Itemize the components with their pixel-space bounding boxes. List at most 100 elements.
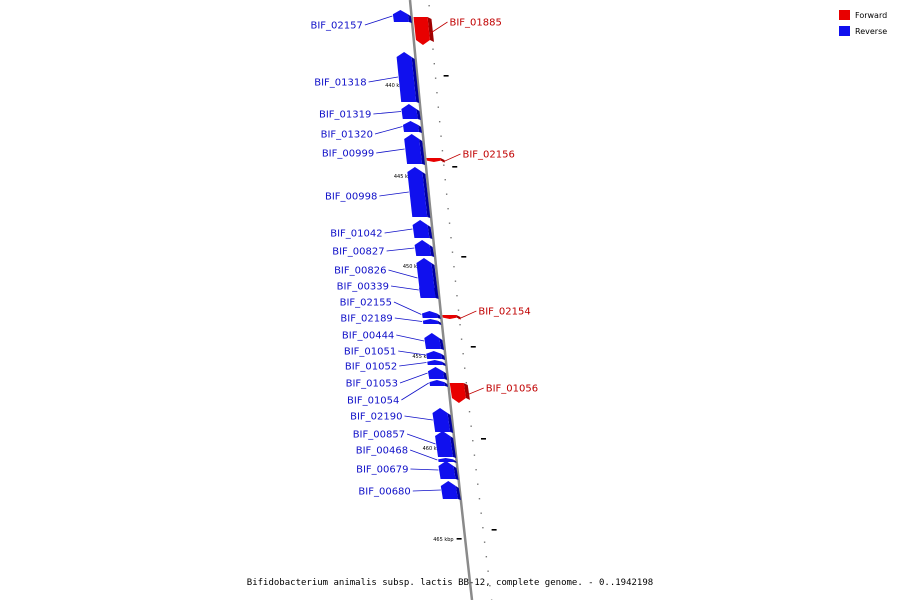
gene-label-text: BIF_00998 <box>325 192 377 203</box>
gene-shadow <box>453 466 459 480</box>
gene-shadow <box>455 486 461 500</box>
gene-label-text: BIF_00339 <box>337 282 389 293</box>
leader-line <box>394 317 423 322</box>
scale-tick <box>445 193 448 195</box>
gene-bif-02156[interactable] <box>426 158 445 163</box>
gene-label-bif-00998: BIF_00998 <box>325 192 409 203</box>
scale-tick <box>450 237 452 239</box>
scale-tick <box>480 512 482 514</box>
scale-tick <box>447 208 449 210</box>
scale-tick-major <box>470 346 476 348</box>
gene-labels: BIF_02157 BIF_01885 BIF_01318 BIF_01319 BIF_… <box>310 15 538 498</box>
scale-tick <box>440 135 442 137</box>
scale-tick <box>472 440 474 442</box>
gene-bif-01053[interactable] <box>427 367 448 380</box>
gene-bif-02190[interactable] <box>432 408 454 433</box>
gene-shadow <box>417 124 423 133</box>
gene-bif-00679[interactable] <box>438 461 459 480</box>
scale-tick <box>477 483 479 485</box>
gene-glyph <box>419 283 436 297</box>
gene-shadow <box>447 413 454 433</box>
gene-glyph <box>421 311 438 318</box>
gene-label-bif-00468: BIF_00468 <box>356 446 438 461</box>
gene-shadow <box>422 172 431 218</box>
gene-label-text: BIF_00857 <box>353 430 405 441</box>
gene-label-bif-01320: BIF_01320 <box>321 126 403 141</box>
gene-label-text: BIF_01053 <box>346 379 398 390</box>
gene-bif-01042[interactable] <box>412 220 433 239</box>
gene-bif-02154[interactable] <box>442 315 461 320</box>
gene-bif-00827[interactable] <box>414 240 435 257</box>
scale-tick-major <box>452 166 458 168</box>
gene-glyph <box>392 10 409 22</box>
gene-shadow <box>453 459 457 463</box>
scale-tick <box>487 570 489 572</box>
leader-line <box>404 415 433 421</box>
gene-label-text: BIF_00680 <box>358 487 410 498</box>
scale-tick <box>436 92 438 94</box>
gene-label-bif-00444: BIF_00444 <box>342 331 425 342</box>
scale-tick <box>441 150 444 152</box>
gene-bif-01052[interactable] <box>427 360 446 366</box>
gene-label-bif-02154: BIF_02154 <box>458 307 531 320</box>
leader-line <box>396 334 425 342</box>
leader-line <box>386 247 415 252</box>
leader-line <box>412 489 441 492</box>
gene-bif-02189[interactable] <box>422 319 442 325</box>
gene-glyph <box>401 104 418 119</box>
kbp-label: 455 kbp <box>412 354 432 360</box>
gene-label-text: BIF_00826 <box>334 266 386 277</box>
gene-glyph <box>429 380 446 386</box>
gene-label-bif-00857: BIF_00857 <box>353 430 436 445</box>
gene-bif-00998[interactable] <box>407 167 431 218</box>
scale-tick <box>462 353 464 355</box>
gene-shadow <box>416 109 421 120</box>
gene-bif-02155[interactable] <box>421 311 441 319</box>
scale-tick <box>448 222 451 224</box>
gene-shadow <box>427 225 433 239</box>
scale-tick <box>438 121 441 123</box>
gene-label-text: BIF_00468 <box>356 446 408 457</box>
kbp-label: 440 kbp <box>385 83 405 89</box>
gene-bif-00999[interactable] <box>404 134 426 165</box>
gene-label-bif-00679: BIF_00679 <box>356 465 439 476</box>
gene-bif-00444[interactable] <box>424 333 445 350</box>
gene-features <box>392 10 470 500</box>
leader-line <box>410 449 438 461</box>
gene-bif-01320[interactable] <box>402 121 423 133</box>
leader-line <box>390 285 419 291</box>
gene-label-text: BIF_02156 <box>462 150 514 161</box>
gene-label-text: BIF_00679 <box>356 465 408 476</box>
leader-line <box>376 148 405 154</box>
gene-bif-01056[interactable] <box>449 383 470 403</box>
scale-tick <box>434 77 437 79</box>
gene-bif-01318[interactable] <box>396 52 420 103</box>
gene-glyph <box>402 121 420 132</box>
gene-shadow <box>442 371 448 380</box>
gene-label-bif-00680: BIF_00680 <box>358 487 441 498</box>
leader-line <box>442 153 461 163</box>
scale-tick <box>460 338 463 340</box>
gene-bif-00680[interactable] <box>440 481 461 500</box>
gene-bif-00468[interactable] <box>438 458 457 463</box>
gene-bif-01885[interactable] <box>413 17 434 45</box>
gene-label-text: BIF_02190 <box>350 412 402 423</box>
leader-line <box>399 362 427 367</box>
gene-glyph <box>440 481 458 499</box>
gene-bif-02157[interactable] <box>392 10 412 23</box>
gene-glyph <box>435 431 454 457</box>
gene-label-text: BIF_01051 <box>344 347 396 358</box>
gene-bif-00339[interactable] <box>419 283 439 298</box>
gene-label-bif-00999: BIF_00999 <box>322 149 405 160</box>
gene-bif-01054[interactable] <box>429 380 449 387</box>
gene-bif-01319[interactable] <box>401 104 421 120</box>
gene-label-text: BIF_01042 <box>330 229 382 240</box>
gene-label-text: BIF_00999 <box>322 149 374 160</box>
genome-backbone <box>408 0 474 600</box>
gene-bif-01051[interactable] <box>426 351 446 360</box>
leader-line <box>379 191 409 197</box>
leader-line <box>368 76 398 83</box>
gene-bif-00857[interactable] <box>435 431 457 458</box>
gene-glyph <box>424 333 442 349</box>
